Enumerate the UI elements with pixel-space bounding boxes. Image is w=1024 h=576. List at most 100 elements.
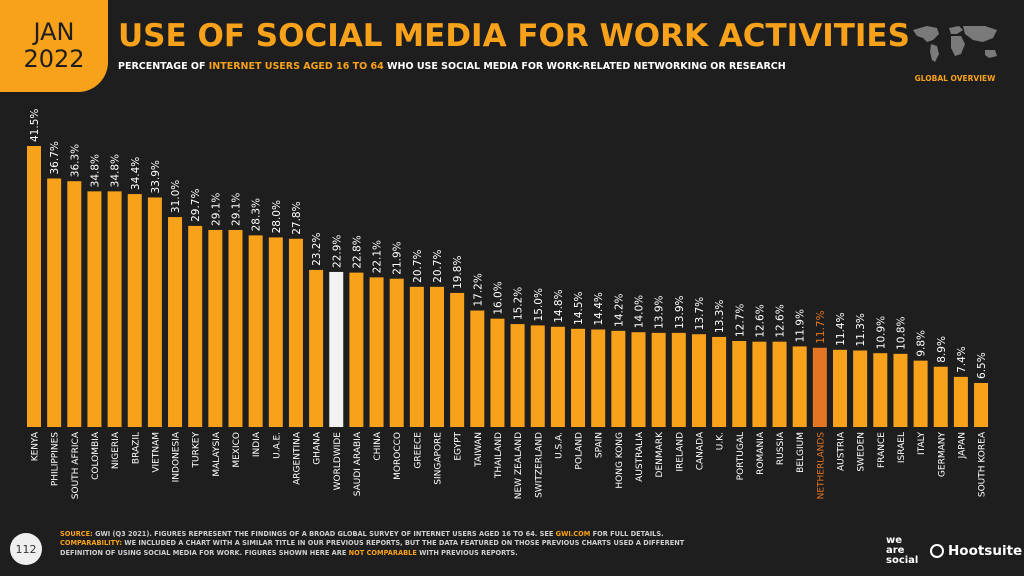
category-label: WORLDWIDE — [333, 432, 343, 491]
category-label: SPAIN — [595, 432, 605, 458]
bar-turkey — [188, 225, 203, 427]
bar-ireland — [671, 332, 686, 427]
category-label: PHILIPPINES — [51, 432, 61, 486]
comparability-label: COMPARABILITY: — [60, 539, 122, 548]
bar-singapore — [430, 286, 444, 427]
category-label: AUSTRIA — [837, 431, 847, 471]
value-label: 12.6% — [754, 304, 766, 337]
bar-morocco — [389, 278, 404, 427]
bar-malaysia — [208, 229, 223, 427]
bar-brazil — [127, 194, 142, 427]
bar-south-korea — [974, 382, 989, 427]
value-label: 23.2% — [311, 233, 323, 266]
bar-chart: 41.5% KENYA 36.7% PHILIPPINES 36.3% SOUTH AFR… — [27, 109, 989, 499]
category-label: TURKEY — [192, 432, 202, 469]
bar-thailand — [490, 318, 505, 427]
value-label: 16.0% — [492, 281, 504, 314]
bar-new-zealand — [510, 324, 525, 427]
comparability-text: WE INCLUDED A CHART WITH A SIMILAR TITLE… — [60, 539, 685, 557]
value-label: 34.8% — [110, 154, 122, 187]
value-label: 14.0% — [634, 295, 646, 328]
hootsuite-wordmark: Hootsuite — [948, 543, 1023, 559]
value-label: 22.1% — [372, 240, 384, 273]
date-badge: JAN 2022 — [0, 0, 108, 92]
value-label: 12.6% — [775, 304, 787, 337]
bar-sweden — [853, 350, 868, 427]
bar-south-africa — [67, 181, 82, 427]
date-month: JAN — [33, 18, 75, 46]
bar-austria — [833, 349, 847, 427]
category-label: GHANA — [313, 431, 323, 465]
category-label: POLAND — [575, 432, 585, 470]
value-label: 11.9% — [795, 309, 807, 342]
bar-belgium — [792, 346, 807, 427]
category-label: NIGERIA — [111, 431, 121, 469]
category-label: THAILAND — [494, 432, 504, 479]
bar-portugal — [732, 341, 747, 427]
bar-taiwan — [470, 310, 485, 427]
category-label: ROMANIA — [756, 431, 766, 475]
bar-romania — [752, 341, 767, 427]
bar-kenya — [27, 146, 41, 427]
category-label: AUSTRALIA — [635, 431, 645, 482]
value-label: 19.8% — [452, 256, 464, 289]
bar-nigeria — [107, 191, 122, 427]
category-label: COLOMBIA — [91, 431, 101, 480]
value-label: 29.7% — [190, 189, 202, 222]
category-label: INDIA — [252, 431, 262, 457]
global-overview-label: GLOBAL OVERVIEW — [914, 74, 996, 83]
category-label: MOROCCO — [393, 432, 403, 480]
source-link[interactable]: GWI.COM — [555, 530, 591, 538]
category-label: ITALY — [917, 432, 927, 455]
logo-line-1: we — [886, 535, 903, 546]
category-label: BRAZIL — [131, 432, 141, 464]
bar-israel — [893, 353, 908, 427]
source-label: SOURCE: — [60, 530, 93, 538]
bar-greece — [409, 286, 424, 427]
value-label: 36.7% — [49, 141, 61, 174]
date-year: 2022 — [23, 45, 85, 73]
category-label: ISRAEL — [897, 432, 907, 463]
bar-hong-kong — [611, 330, 626, 427]
value-label: 9.8% — [916, 330, 928, 357]
bar-mexico — [228, 229, 243, 427]
value-label: 13.3% — [714, 300, 726, 333]
category-label: SOUTH AFRICA — [71, 431, 81, 499]
category-label: SWEDEN — [857, 432, 867, 472]
category-label: GREECE — [413, 432, 423, 469]
value-label: 10.9% — [875, 316, 887, 349]
bar-italy — [913, 360, 928, 427]
value-label: 13.7% — [694, 297, 706, 330]
bar-china — [369, 277, 384, 427]
source-text: GWI (Q3 2021). FIGURES REPRESENT THE FIN… — [92, 530, 556, 538]
footer-notes: SOURCE: GWI (Q3 2021). FIGURES REPRESENT… — [60, 530, 700, 558]
value-label: 14.5% — [573, 291, 585, 324]
comparability-note: COMPARABILITY: WE INCLUDED A CHART WITH … — [60, 539, 700, 558]
category-label: TAIWAN — [474, 432, 484, 468]
category-label: CHINA — [373, 431, 383, 460]
world-map-block: GLOBAL OVERVIEW — [905, 20, 1005, 84]
value-label: 15.2% — [513, 287, 525, 320]
category-label: FRANCE — [877, 432, 887, 468]
value-label: 31.0% — [170, 180, 182, 213]
source-end: FOR FULL DETAILS. — [590, 530, 664, 538]
category-label: SOUTH KOREA — [978, 431, 988, 497]
bar-u-a-e- — [268, 237, 283, 427]
value-label: 6.5% — [976, 352, 988, 379]
value-label: 10.8% — [895, 316, 907, 349]
value-label: 12.7% — [734, 304, 746, 337]
category-label: PORTUGAL — [736, 432, 746, 480]
value-label: 14.4% — [593, 292, 605, 325]
value-label: 29.1% — [231, 193, 243, 226]
bar-u-k- — [712, 336, 727, 427]
value-label: 21.9% — [392, 241, 404, 274]
value-label: 13.9% — [654, 296, 666, 329]
owl-icon — [930, 544, 944, 558]
value-label: 20.7% — [412, 249, 424, 282]
category-label: SWITZERLAND — [534, 432, 544, 498]
value-label: 11.4% — [835, 312, 847, 345]
category-label: JAPAN — [957, 432, 967, 459]
subtitle-post: WHO USE SOCIAL MEDIA FOR WORK-RELATED NE… — [383, 61, 786, 72]
category-label: RUSSIA — [776, 431, 786, 465]
bar-philippines — [47, 178, 62, 427]
